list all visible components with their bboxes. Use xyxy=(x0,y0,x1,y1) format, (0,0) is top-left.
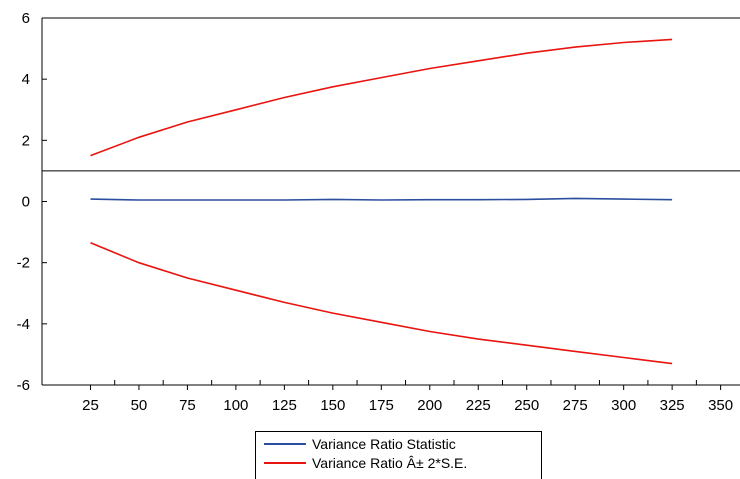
x-tick-label: 350 xyxy=(708,397,733,414)
x-tick-label: 50 xyxy=(131,397,148,414)
legend: Variance Ratio Statistic Variance Ratio … xyxy=(255,431,542,479)
y-tick-label: 0 xyxy=(22,194,30,211)
x-tick-label: 225 xyxy=(466,397,491,414)
y-axis: -6 -4 -2 0 2 4 6 xyxy=(17,10,47,394)
x-tick-label: 125 xyxy=(272,397,297,414)
x-axis: 25 50 75 100 125 150 175 200 225 250 275 300 325 350 xyxy=(82,380,733,414)
legend-item-se-bands: Variance Ratio Â± 2*S.E. xyxy=(264,453,541,472)
x-tick-label: 25 xyxy=(82,397,99,414)
y-tick-label: 6 xyxy=(22,10,30,27)
y-tick-label: -6 xyxy=(17,377,30,394)
series-group xyxy=(90,38,673,365)
x-tick-label: 200 xyxy=(417,397,442,414)
plot-area xyxy=(41,17,740,386)
y-tick-label: 2 xyxy=(22,132,30,149)
series-line-lower-band xyxy=(90,242,673,365)
x-tick-label: 300 xyxy=(611,397,636,414)
series-line-statistic xyxy=(90,197,673,201)
legend-label: Variance Ratio Statistic xyxy=(312,435,456,452)
legend-label: Variance Ratio Â± 2*S.E. xyxy=(312,454,468,471)
x-tick-label: 175 xyxy=(369,397,394,414)
x-tick-label: 250 xyxy=(514,397,539,414)
x-tick-label: 75 xyxy=(179,397,196,414)
x-tick-label: 150 xyxy=(320,397,345,414)
y-tick-label: -2 xyxy=(17,255,30,272)
y-tick-label: -4 xyxy=(17,316,30,333)
legend-swatch-red xyxy=(264,461,306,464)
x-tick-label: 275 xyxy=(563,397,588,414)
legend-item-statistic: Variance Ratio Statistic xyxy=(264,434,541,453)
series-line-upper-band xyxy=(90,38,673,157)
legend-swatch-blue xyxy=(264,442,306,445)
y-tick-label: 4 xyxy=(22,71,30,88)
x-tick-label: 325 xyxy=(660,397,685,414)
x-tick-label: 100 xyxy=(223,397,248,414)
